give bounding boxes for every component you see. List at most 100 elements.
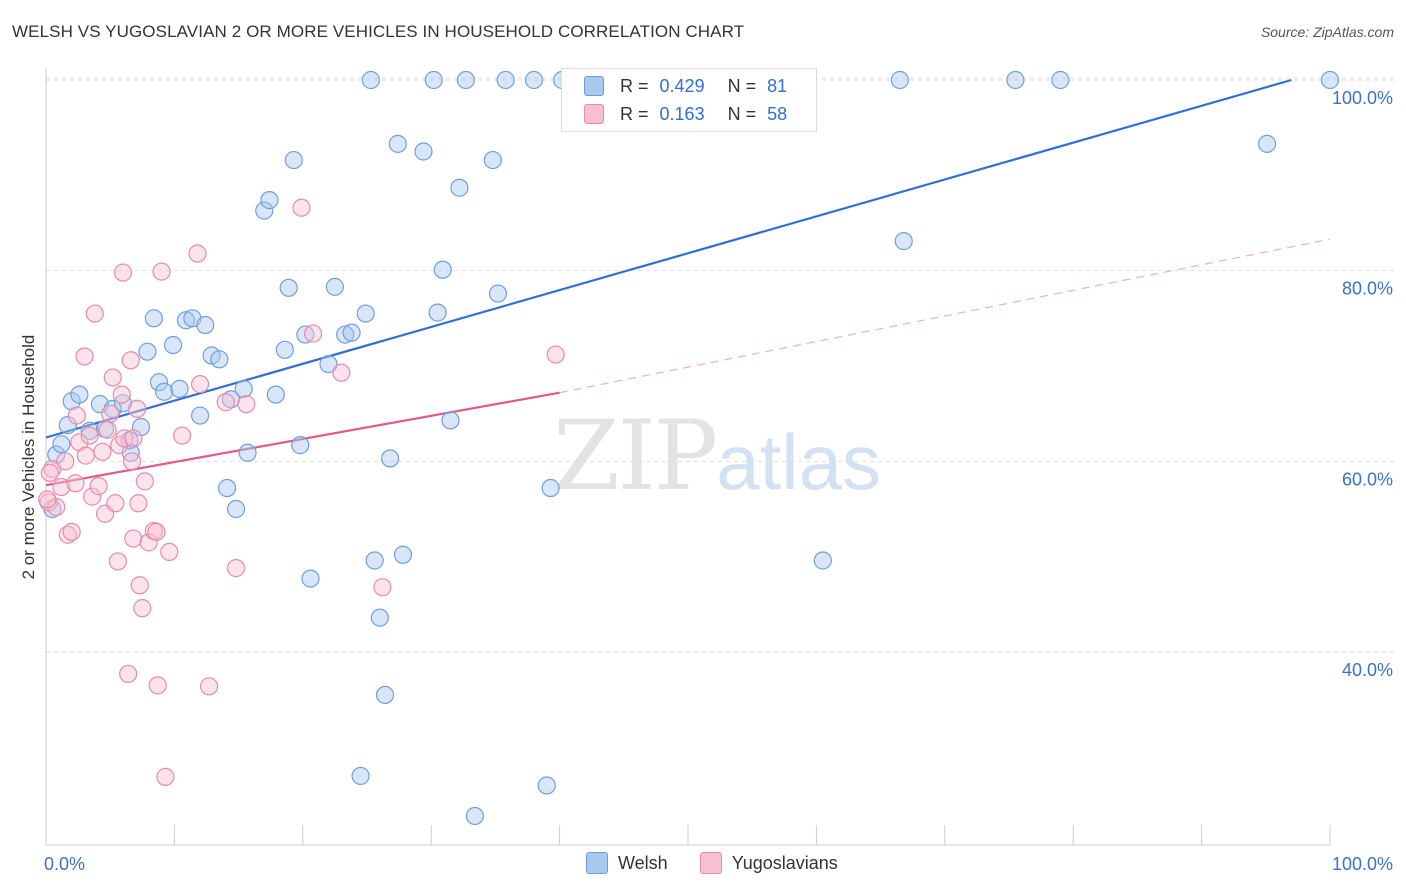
yugoslavian-point xyxy=(124,529,143,548)
watermark: ZIPatlas xyxy=(553,400,881,512)
legend-item-yugoslavians[interactable]: Yugoslavians xyxy=(699,852,838,874)
welsh-point xyxy=(393,545,413,564)
welsh-point xyxy=(279,278,298,297)
welsh-point xyxy=(52,435,71,454)
yugoslavian-point xyxy=(112,385,131,404)
legend-item-welsh[interactable]: Welsh xyxy=(586,852,668,874)
welsh-point xyxy=(388,134,407,153)
welsh-n-value: 81 xyxy=(767,75,788,96)
welsh-point xyxy=(342,323,361,342)
yugoslavian-point xyxy=(80,426,99,445)
welsh-point xyxy=(155,382,174,401)
yugoslavian-point xyxy=(108,552,128,571)
yugoslavian-point xyxy=(67,406,86,425)
welsh-point xyxy=(375,685,395,705)
y-tick-label: 60.0% xyxy=(1342,469,1393,489)
yugoslavian-point xyxy=(75,347,94,366)
yugoslavians-n-label: N = xyxy=(727,103,757,124)
yugoslavian-point xyxy=(292,198,311,217)
watermark-atlas: atlas xyxy=(716,418,881,506)
welsh-point xyxy=(428,303,447,322)
welsh-point xyxy=(483,150,502,170)
yugoslavian-point xyxy=(85,304,104,323)
welsh-point xyxy=(1006,70,1025,90)
yugoslavian-point xyxy=(83,487,102,506)
welsh-stats-text: R = 0.429 N = 81 xyxy=(620,76,787,97)
welsh-point xyxy=(496,70,515,90)
welsh-point xyxy=(370,608,389,627)
bottom-legend: Welsh Yugoslavians xyxy=(586,852,870,874)
welsh-point xyxy=(275,340,294,359)
yugoslavian-trend-dashed xyxy=(559,238,1331,394)
welsh-point xyxy=(164,335,183,355)
welsh-point xyxy=(47,445,66,464)
welsh-point xyxy=(424,70,443,90)
source-label: Source: ZipAtlas.com xyxy=(1260,24,1394,40)
tick-labels: 100.0% 80.0% 60.0% 40.0% 0.0% 100.0% 2 or more… xyxy=(19,88,1393,874)
welsh-point xyxy=(356,304,375,323)
welsh-point xyxy=(70,385,89,404)
y-tick-label: 80.0% xyxy=(1342,279,1393,299)
yugoslavian-point xyxy=(133,599,152,618)
axes xyxy=(45,68,1331,846)
yugoslavian-point xyxy=(56,452,75,471)
welsh-point xyxy=(266,385,285,404)
yugoslavians-r-label: R = xyxy=(620,103,649,124)
watermark-zip: ZIP xyxy=(553,400,718,512)
yugoslavians-n-value: 58 xyxy=(767,103,788,124)
welsh-n-label: N = xyxy=(727,75,757,96)
welsh-point xyxy=(351,766,370,786)
welsh-point xyxy=(1320,70,1340,90)
welsh-point xyxy=(465,806,484,826)
trend-lines xyxy=(45,78,1331,487)
yugoslavian-point xyxy=(373,578,392,597)
legend-yugoslavians-swatch xyxy=(699,852,722,874)
yugoslavian-point xyxy=(147,522,166,541)
welsh-point xyxy=(336,325,355,344)
legend-welsh-swatch xyxy=(586,852,608,874)
yugoslavian-point xyxy=(89,477,108,496)
x-tick-label-start: 0.0% xyxy=(44,854,85,874)
yugoslavian-point xyxy=(128,399,147,418)
yugoslavian-point xyxy=(199,677,219,696)
yugoslavian-point xyxy=(173,426,192,445)
welsh-point xyxy=(456,70,475,90)
welsh-point xyxy=(226,499,246,519)
yugoslavian-point xyxy=(190,375,210,394)
welsh-point xyxy=(255,201,274,220)
y-axis-title: 2 or more Vehicles in Household xyxy=(19,335,38,580)
welsh-point xyxy=(325,277,344,296)
welsh-r-label: R = xyxy=(620,75,649,96)
yugoslavian-point xyxy=(113,263,133,282)
welsh-trend-line xyxy=(45,78,1292,439)
welsh-point xyxy=(190,406,210,425)
welsh-point xyxy=(260,191,279,210)
welsh-point xyxy=(210,350,229,369)
y-tick-label: 100.0% xyxy=(1332,88,1393,108)
yugoslavian-point xyxy=(66,474,85,493)
legend-welsh-label: Welsh xyxy=(618,852,668,873)
welsh-point xyxy=(414,142,433,161)
welsh-point xyxy=(196,315,215,335)
yugoslavian-point xyxy=(226,559,246,578)
welsh-point xyxy=(170,379,189,398)
welsh-point xyxy=(381,449,400,468)
welsh-point xyxy=(138,342,157,361)
welsh-point xyxy=(238,443,257,462)
yugoslavian-point xyxy=(156,767,175,786)
welsh-point xyxy=(813,551,832,570)
yugoslavian-point xyxy=(332,363,351,382)
data-points xyxy=(38,70,1340,826)
welsh-swatch xyxy=(584,76,604,96)
welsh-point xyxy=(361,70,380,90)
y-tick-label: 40.0% xyxy=(1342,660,1393,680)
yugoslavian-point xyxy=(98,420,117,439)
welsh-point xyxy=(890,70,909,90)
yugoslavian-point xyxy=(103,368,122,387)
welsh-point xyxy=(234,379,253,398)
welsh-point xyxy=(284,150,303,170)
welsh-point xyxy=(524,70,544,90)
yugoslavian-point xyxy=(106,494,125,513)
welsh-point xyxy=(894,232,913,251)
